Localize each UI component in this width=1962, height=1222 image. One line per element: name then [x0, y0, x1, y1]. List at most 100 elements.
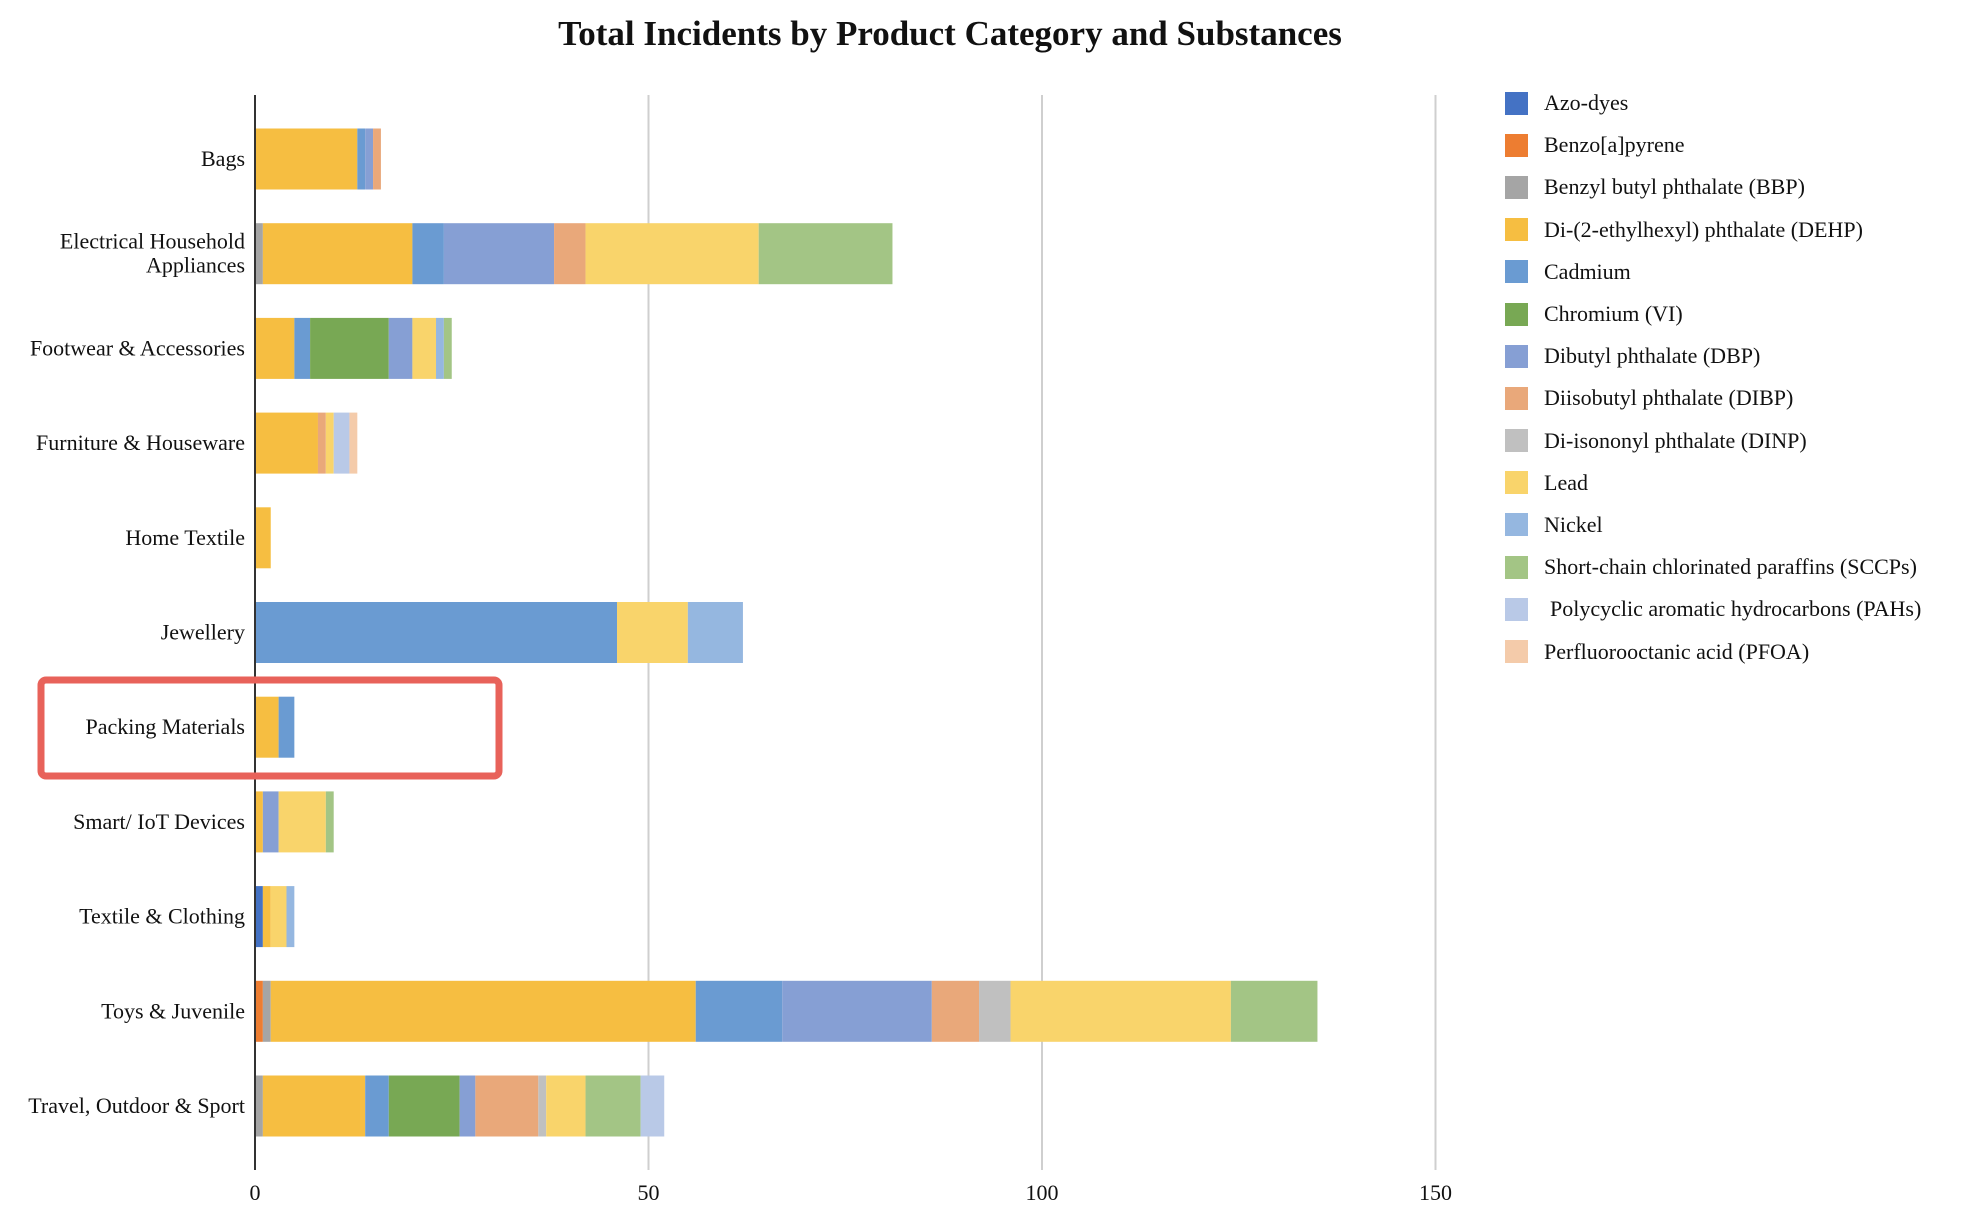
legend-item-polycyclic-aromatic-hydrocarbons-pahs: Polycyclic aromatic hydrocarbons (PAHs) — [1505, 588, 1921, 630]
legend: Azo-dyes Benzo[a]pyrene Benzyl butyl phtha… — [1505, 82, 1921, 673]
category-label-home-textile: Home Textile — [125, 525, 245, 550]
category-label-line: Jewellery — [161, 620, 245, 645]
x-tick-labels: 0 50 100 150 — [250, 1180, 1453, 1205]
bar-segment-travel-outdoor-sport-lead — [546, 1075, 586, 1137]
category-label-line: Appliances — [146, 253, 245, 278]
bar-segment-furniture-houseware-diisobutyl-phthalate-dibp — [317, 412, 326, 474]
bar-segment-electrical-household-appliances-benzyl-butyl-phthalate-bbp — [255, 223, 263, 285]
legend-item-benzyl-butyl-phthalate-bbp: Benzyl butyl phthalate (BBP) — [1505, 166, 1921, 208]
bar-segment-toys-juvenile-benzyl-butyl-phthalate-bbp — [262, 980, 271, 1042]
bar-segment-smart-iot-devices-dibutyl-phthalate-dbp — [262, 791, 279, 853]
bar-segment-jewellery-nickel — [687, 602, 743, 663]
bar-group-toys-juvenile — [255, 980, 1318, 1042]
bar-segment-travel-outdoor-sport-chromium-vi — [388, 1075, 460, 1137]
legend-item-di-isononyl-phthalate-dinp: Di-isononyl phthalate (DINP) — [1505, 420, 1921, 462]
bar-segment-furniture-houseware-perfluorooctanic-acid-pfoa — [349, 412, 358, 474]
stacked-bar-chart: Bags Electrical Household Appliances Footwe… — [28, 95, 1453, 1205]
legend-swatch — [1505, 260, 1528, 284]
x-tick-label: 100 — [1026, 1180, 1059, 1205]
category-label-line: Packing Materials — [86, 714, 245, 739]
bar-segment-electrical-household-appliances-cadmium — [412, 223, 444, 285]
bar-segment-travel-outdoor-sport-di-2-ethylhexyl-phthalate-dehp — [262, 1075, 366, 1137]
legend-swatch — [1505, 218, 1528, 242]
legend-item-lead: Lead — [1505, 462, 1921, 504]
bar-segment-bags-di-2-ethylhexyl-phthalate-dehp — [255, 128, 358, 190]
bar-segment-electrical-household-appliances-di-2-ethylhexyl-phthalate-dehp — [262, 223, 413, 285]
bar-segment-textile-clothing-azo-dyes — [255, 886, 263, 948]
bar-segment-toys-juvenile-cadmium — [695, 980, 783, 1042]
bar-group-jewellery — [255, 602, 743, 663]
bar-segment-bags-cadmium — [357, 128, 366, 190]
legend-swatch — [1505, 513, 1528, 537]
bar-segment-packing-materials-cadmium — [278, 696, 295, 758]
legend-swatch — [1505, 91, 1528, 115]
bar-segment-jewellery-lead — [617, 602, 688, 663]
bar-segment-smart-iot-devices-lead — [278, 791, 326, 853]
x-tick-label: 0 — [250, 1180, 261, 1205]
x-tick-label: 50 — [638, 1180, 660, 1205]
legend-item-short-chain-chlorinated-paraffins-sccps: Short-chain chlorinated paraffins (SCCPs… — [1505, 546, 1921, 588]
bar-segment-footwear-accessories-short-chain-chlorinated-paraffins-sccps — [443, 317, 452, 379]
category-label-packing-materials: Packing Materials — [86, 714, 245, 739]
category-label-line: Home Textile — [125, 525, 245, 550]
bar-segment-travel-outdoor-sport-cadmium — [365, 1075, 389, 1137]
bar-segment-toys-juvenile-lead — [1010, 980, 1231, 1042]
category-label-line: Furniture & Houseware — [36, 430, 245, 455]
legend-item-azo-dyes: Azo-dyes — [1505, 82, 1921, 124]
legend-label: Polycyclic aromatic hydrocarbons (PAHs) — [1550, 596, 1922, 622]
legend-label: Azo-dyes — [1544, 90, 1629, 116]
bar-segment-travel-outdoor-sport-diisobutyl-phthalate-dibp — [475, 1075, 539, 1137]
category-label-furniture-houseware: Furniture & Houseware — [36, 430, 245, 455]
legend-item-perfluorooctanic-acid-pfoa: Perfluorooctanic acid (PFOA) — [1505, 630, 1921, 672]
bar-segment-electrical-household-appliances-dibutyl-phthalate-dbp — [443, 223, 555, 285]
legend-item-diisobutyl-phthalate-dibp: Diisobutyl phthalate (DIBP) — [1505, 377, 1921, 419]
bar-group-textile-clothing — [255, 886, 295, 948]
legend-item-chromium-vi: Chromium (VI) — [1505, 293, 1921, 335]
legend-item-di-2-ethylhexyl-phthalate-dehp: Di-(2-ethylhexyl) phthalate (DEHP) — [1505, 209, 1921, 251]
legend-item-benzo-a-pyrene: Benzo[a]pyrene — [1505, 124, 1921, 166]
bar-segment-textile-clothing-lead — [270, 886, 287, 948]
bar-segment-electrical-household-appliances-diisobutyl-phthalate-dibp — [554, 223, 586, 285]
legend-item-dibutyl-phthalate-dbp: Dibutyl phthalate (DBP) — [1505, 335, 1921, 377]
bar-segment-electrical-household-appliances-lead — [585, 223, 759, 285]
legend-label: Chromium (VI) — [1544, 301, 1683, 327]
category-labels: Bags Electrical Household Appliances Footwe… — [28, 146, 245, 1118]
bar-segment-toys-juvenile-di-2-ethylhexyl-phthalate-dehp — [270, 980, 696, 1042]
legend-label: Cadmium — [1544, 258, 1631, 284]
bar-segment-bags-dibutyl-phthalate-dbp — [365, 128, 374, 190]
bar-segment-furniture-houseware-di-2-ethylhexyl-phthalate-dehp — [255, 412, 318, 474]
bar-segment-footwear-accessories-di-2-ethylhexyl-phthalate-dehp — [255, 317, 295, 379]
legend-swatch — [1505, 344, 1528, 368]
category-label-line: Toys & Juvenile — [101, 998, 245, 1023]
bar-segment-footwear-accessories-chromium-vi — [310, 317, 389, 379]
bar-segment-smart-iot-devices-di-2-ethylhexyl-phthalate-dehp — [255, 791, 263, 853]
legend-label: Perfluorooctanic acid (PFOA) — [1544, 638, 1810, 664]
bar-segment-travel-outdoor-sport-benzyl-butyl-phthalate-bbp — [255, 1075, 263, 1137]
legend-swatch — [1505, 471, 1528, 495]
bar-segment-travel-outdoor-sport-short-chain-chlorinated-paraffins-sccps — [585, 1075, 641, 1137]
bar-group-electrical-household-appliances — [255, 223, 893, 285]
legend-swatch — [1505, 555, 1528, 579]
legend-swatch — [1505, 386, 1528, 410]
legend-label: Lead — [1544, 469, 1588, 495]
category-label-line: Smart/ IoT Devices — [73, 809, 245, 834]
category-label-line: Bags — [201, 146, 245, 171]
legend-swatch — [1505, 597, 1528, 621]
bar-segment-packing-materials-di-2-ethylhexyl-phthalate-dehp — [255, 696, 279, 758]
bar-segment-jewellery-cadmium — [255, 602, 618, 663]
bar-group-furniture-houseware — [255, 412, 358, 474]
bar-segment-textile-clothing-di-2-ethylhexyl-phthalate-dehp — [262, 886, 271, 948]
bar-segment-electrical-household-appliances-short-chain-chlorinated-paraffins-sccps — [758, 223, 893, 285]
legend-item-cadmium: Cadmium — [1505, 251, 1921, 293]
category-label-textile-clothing: Textile & Clothing — [79, 904, 245, 929]
bar-group-smart-iot-devices — [255, 791, 334, 853]
category-label-travel-outdoor-sport: Travel, Outdoor & Sport — [28, 1093, 245, 1118]
legend-item-nickel: Nickel — [1505, 504, 1921, 546]
legend-label: Diisobutyl phthalate (DIBP) — [1544, 385, 1794, 411]
legend-swatch — [1505, 429, 1528, 453]
bar-segment-toys-juvenile-diisobutyl-phthalate-dibp — [931, 980, 980, 1042]
bar-segment-travel-outdoor-sport-di-isononyl-phthalate-dinp — [538, 1075, 547, 1137]
legend-label: Benzo[a]pyrene — [1544, 132, 1685, 158]
x-tick-label: 150 — [1419, 1180, 1452, 1205]
legend-swatch — [1505, 302, 1528, 326]
